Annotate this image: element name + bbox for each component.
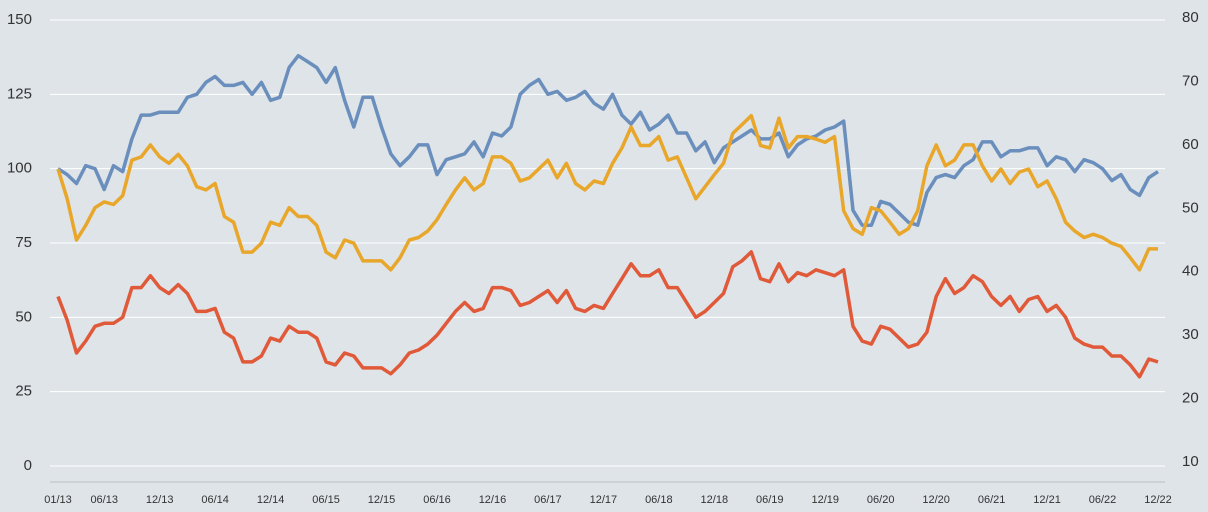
x-tick-label: 06/22 bbox=[1089, 494, 1117, 506]
x-tick-label: 06/20 bbox=[867, 494, 895, 506]
y-tick-label: 150 bbox=[7, 11, 32, 28]
x-tick-label: 06/14 bbox=[201, 494, 229, 506]
y2-tick-label: 50 bbox=[1182, 199, 1199, 216]
x-tick-label: 12/22 bbox=[1144, 494, 1172, 506]
x-tick-label: 12/18 bbox=[701, 494, 729, 506]
line-series bbox=[57, 53, 1159, 227]
x-tick-label: 12/20 bbox=[922, 494, 950, 506]
x-tick-label: 06/18 bbox=[645, 494, 673, 506]
y2-tick-label: 20 bbox=[1182, 390, 1199, 407]
x-tick-label: 06/15 bbox=[312, 494, 340, 506]
x-tick-label: 12/17 bbox=[590, 494, 618, 506]
x-tick-label: 12/13 bbox=[146, 494, 174, 506]
x-tick-label: 01/13 bbox=[44, 494, 72, 506]
y-tick-label: 100 bbox=[7, 160, 32, 177]
y-tick-label: 125 bbox=[7, 85, 32, 102]
y-tick-label: 0 bbox=[24, 457, 32, 474]
y2-tick-label: 80 bbox=[1182, 9, 1199, 26]
x-tick-label: 06/16 bbox=[423, 494, 451, 506]
x-tick-label: 06/13 bbox=[90, 494, 118, 506]
line-series bbox=[56, 113, 1158, 272]
y2-tick-label: 30 bbox=[1182, 326, 1199, 343]
y2-tick-label: 60 bbox=[1182, 136, 1199, 153]
line-series bbox=[56, 250, 1159, 379]
x-tick-label: 06/21 bbox=[978, 494, 1006, 506]
x-tick-label: 12/21 bbox=[1033, 494, 1061, 506]
y2-tick-label: 70 bbox=[1182, 72, 1199, 89]
y2-tick-label: 10 bbox=[1182, 453, 1199, 470]
y2-tick-label: 40 bbox=[1182, 263, 1199, 280]
y-tick-label: 50 bbox=[15, 308, 32, 325]
x-tick-label: 06/19 bbox=[756, 494, 784, 506]
x-tick-label: 12/14 bbox=[257, 494, 285, 506]
x-tick-label: 06/17 bbox=[534, 494, 562, 506]
y-tick-label: 25 bbox=[15, 383, 32, 400]
x-tick-label: 12/16 bbox=[479, 494, 507, 506]
y-tick-label: 75 bbox=[15, 234, 32, 251]
x-tick-label: 12/15 bbox=[368, 494, 396, 506]
x-tick-label: 12/19 bbox=[811, 494, 839, 506]
